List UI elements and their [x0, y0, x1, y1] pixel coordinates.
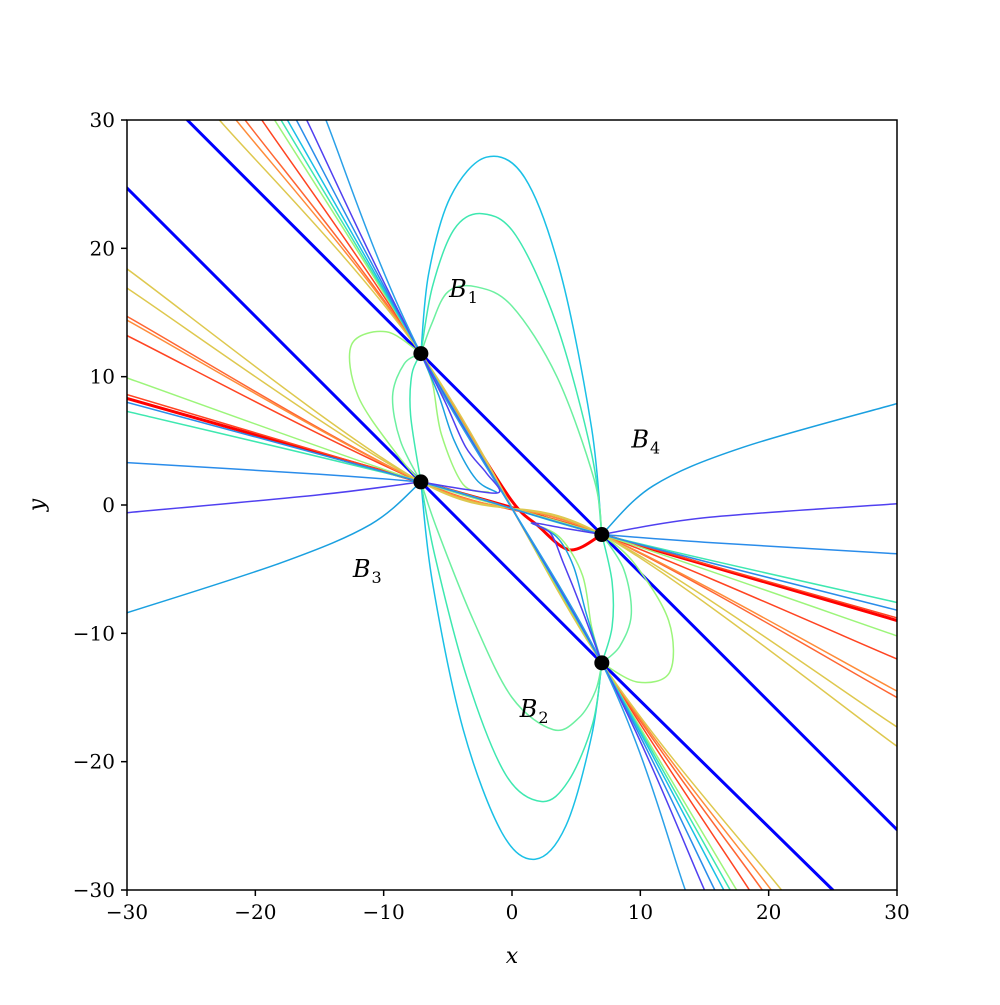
y-tick-label: 10: [90, 365, 115, 389]
curve-28: [601, 402, 897, 536]
y-axis: −30 −20 −10 0 10 20 30: [73, 108, 127, 902]
x-axis-label: x: [506, 944, 519, 969]
annotation-b3: B3: [352, 555, 382, 587]
annotation-base: B: [519, 695, 538, 723]
x-tick-label: −10: [363, 900, 405, 924]
point-3: [594, 527, 610, 543]
curve-39: [601, 533, 633, 664]
curve-40: [601, 533, 615, 664]
annotation-b2: B2: [519, 695, 549, 727]
curve-38: [601, 533, 675, 684]
point-2: [413, 474, 429, 490]
x-axis: −30 −20 −10 0 10 20 30: [106, 890, 910, 924]
annotation-subscript: 3: [372, 568, 382, 587]
x-tick-label: −30: [106, 900, 148, 924]
annotation-subscript: 4: [650, 438, 660, 457]
y-tick-label: 30: [90, 108, 115, 132]
curve-23: [127, 461, 422, 483]
annotation-base: B: [448, 275, 467, 303]
curve-1: [185, 120, 897, 832]
curve-24: [127, 481, 422, 514]
curve-42: [420, 352, 498, 493]
x-tick-label: 0: [506, 900, 519, 924]
curve-36: [391, 352, 422, 483]
curve-46: [531, 522, 603, 664]
y-tick-label: −20: [73, 750, 115, 774]
x-tick-label: 30: [884, 900, 909, 924]
curve-22: [325, 120, 687, 890]
curve-31: [420, 284, 603, 536]
curve-35: [348, 330, 422, 483]
curve-33: [420, 481, 603, 803]
curve-37: [409, 352, 422, 483]
x-tick-label: −20: [234, 900, 276, 924]
annotation-base: B: [352, 555, 371, 583]
annotation-base: B: [630, 425, 649, 453]
curve-25: [127, 481, 422, 614]
y-tick-label: −30: [73, 878, 115, 902]
y-axis-label: y: [25, 498, 50, 512]
y-tick-label: 20: [90, 236, 115, 260]
curve-29: [420, 155, 603, 536]
curve-43: [420, 352, 501, 494]
curve-26: [601, 533, 897, 555]
point-1: [413, 346, 429, 362]
point-group: [413, 346, 610, 671]
curve-27: [601, 502, 897, 536]
curve-group: [127, 120, 897, 890]
y-tick-label: 0: [102, 493, 115, 517]
annotation-subscript: 1: [468, 288, 478, 307]
x-tick-label: 20: [756, 900, 781, 924]
point-4: [594, 655, 610, 671]
annotation-subscript: 2: [538, 708, 548, 727]
annotation-b1: B1: [448, 275, 478, 307]
curve-0: [127, 186, 835, 890]
y-tick-label: −10: [73, 621, 115, 645]
curve-32: [420, 481, 603, 860]
curve-34: [420, 481, 603, 732]
x-tick-label: 10: [628, 900, 653, 924]
curve-30: [420, 212, 603, 536]
annotation-b4: B4: [630, 425, 660, 457]
